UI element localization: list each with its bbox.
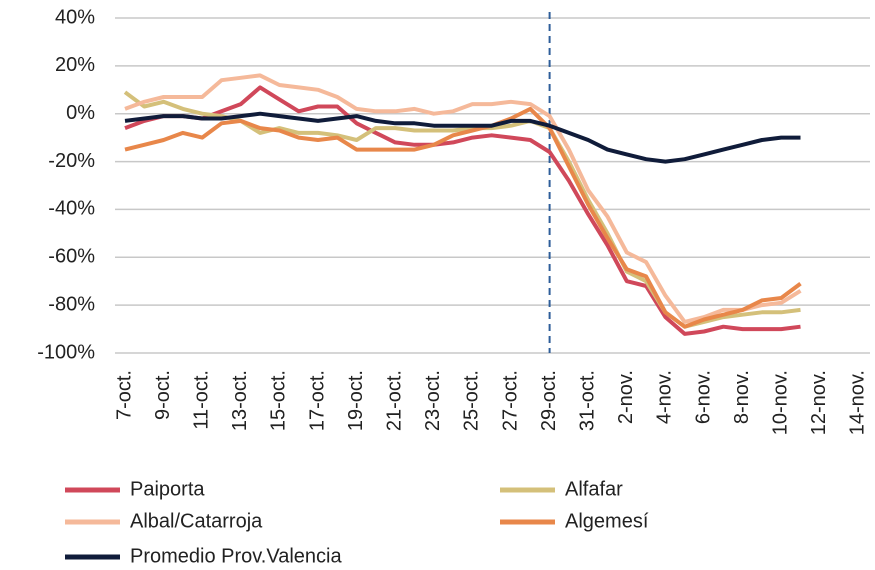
x-tick-label: 14-nov. <box>847 370 869 435</box>
x-tick-label: 25-oct. <box>461 370 483 431</box>
x-tick-label: 29-oct. <box>538 370 560 431</box>
x-tick-label: 21-oct. <box>383 370 405 431</box>
legend-label: Algemesí <box>565 510 649 532</box>
x-tick-label: 31-oct. <box>576 370 598 431</box>
x-tick-label: 9-oct. <box>152 370 174 420</box>
legend-label: Paiporta <box>130 478 205 500</box>
y-tick-label: -40% <box>48 198 95 220</box>
x-tick-label: 6-nov. <box>692 370 714 424</box>
x-tick-label: 15-oct. <box>268 370 290 431</box>
x-tick-label: 27-oct. <box>499 370 521 431</box>
x-tick-label: 17-oct. <box>306 370 328 431</box>
x-tick-label: 2-nov. <box>615 370 637 424</box>
y-tick-label: -60% <box>48 246 95 268</box>
series-line <box>124 111 801 164</box>
series-line <box>124 106 802 329</box>
series-line <box>124 85 801 336</box>
x-tick-label: 7-oct. <box>113 370 135 420</box>
y-tick-label: -100% <box>37 341 95 363</box>
y-tick-label: -80% <box>48 293 95 315</box>
legend-label: Alfafar <box>565 478 623 500</box>
x-tick-label: 8-nov. <box>731 370 753 424</box>
x-tick-label: 12-nov. <box>808 370 830 435</box>
x-tick-label: 4-nov. <box>654 370 676 424</box>
legend-label: Albal/Catarroja <box>130 510 263 532</box>
x-tick-label: 11-oct. <box>190 370 212 430</box>
x-tick-label: 10-nov. <box>769 370 791 435</box>
legend-label: Promedio Prov.Valencia <box>130 545 342 567</box>
x-tick-label: 23-oct. <box>422 370 444 431</box>
y-tick-label: -20% <box>48 150 95 172</box>
y-tick-label: 40% <box>55 6 95 28</box>
x-tick-label: 13-oct. <box>229 370 251 431</box>
x-tick-label: 19-oct. <box>345 370 367 431</box>
y-tick-label: 20% <box>55 54 95 76</box>
y-tick-label: 0% <box>66 102 95 124</box>
series-line <box>124 73 802 324</box>
